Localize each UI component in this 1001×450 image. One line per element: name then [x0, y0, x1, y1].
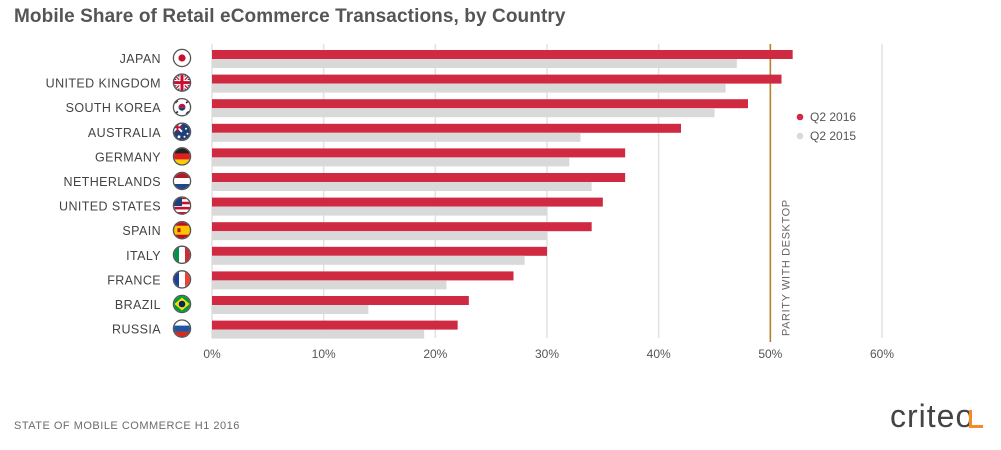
- bar-q2-2015: [212, 329, 425, 339]
- germany-flag-icon: [172, 147, 192, 166]
- bar-q2-2016: [212, 246, 547, 256]
- bar-q2-2015: [212, 255, 525, 265]
- bar-q2-2015: [212, 157, 570, 167]
- france-flag-icon: [172, 270, 192, 289]
- bar-q2-2015: [212, 206, 547, 216]
- bar-q2-2016: [212, 222, 592, 232]
- australia-flag-icon: [172, 122, 192, 142]
- category-label: UNITED KINGDOM: [46, 77, 161, 91]
- chart-title: Mobile Share of Retail eCommerce Transac…: [14, 6, 566, 27]
- bar-q2-2015: [212, 280, 447, 290]
- bar-q2-2015: [212, 132, 581, 142]
- bar-q2-2015: [212, 231, 547, 241]
- x-tick-label: 0%: [203, 347, 221, 361]
- brazil-flag-icon: [172, 294, 192, 314]
- category-label: UNITED STATES: [59, 200, 161, 214]
- bar-q2-2016: [212, 320, 458, 330]
- bar-q2-2015: [212, 108, 715, 118]
- bar-q2-2015: [212, 305, 369, 314]
- criteo-logo-mark-icon: [969, 410, 985, 428]
- category-label: SPAIN: [122, 224, 161, 238]
- x-tick-label: 50%: [758, 347, 782, 361]
- bar-q2-2015: [212, 83, 726, 93]
- category-label: ITALY: [126, 249, 161, 263]
- bar-q2-2015: [212, 182, 592, 191]
- x-tick-label: 10%: [312, 347, 336, 361]
- category-label: SOUTH KOREA: [66, 101, 162, 115]
- category-label: GERMANY: [95, 150, 161, 164]
- italy-flag-icon: [172, 245, 192, 265]
- bar-q2-2016: [212, 99, 748, 109]
- bar-q2-2016: [212, 173, 626, 182]
- legend-label: Q2 2015: [810, 129, 856, 143]
- category-label: BRAZIL: [115, 298, 161, 312]
- russia-flag-icon: [172, 319, 192, 338]
- bar-q2-2016: [212, 296, 469, 305]
- bar-q2-2016: [212, 123, 681, 133]
- x-tick-label: 60%: [870, 347, 894, 361]
- category-label: NETHERLANDS: [64, 175, 161, 189]
- uk-flag-icon: [172, 73, 192, 92]
- south-korea-flag-icon: [172, 97, 192, 117]
- legend-label: Q2 2016: [810, 110, 856, 124]
- parity-label: PARITY WITH DESKTOP: [780, 199, 792, 336]
- bar-q2-2015: [212, 59, 737, 68]
- category-label: JAPAN: [120, 52, 161, 66]
- x-tick-label: 40%: [647, 347, 671, 361]
- source-caption: STATE OF MOBILE COMMERCE H1 2016: [14, 420, 240, 432]
- bar-q2-2016: [212, 148, 626, 158]
- category-label: RUSSIA: [112, 323, 161, 337]
- category-label: FRANCE: [107, 273, 161, 287]
- bar-q2-2016: [212, 50, 793, 59]
- legend-marker: [796, 132, 804, 140]
- spain-flag-icon: [172, 220, 192, 240]
- criteo-logo: criteo: [890, 398, 975, 434]
- usa-flag-icon: [172, 196, 192, 215]
- bar-q2-2016: [212, 271, 514, 281]
- bar-q2-2016: [212, 74, 782, 84]
- netherlands-flag-icon: [172, 171, 192, 191]
- japan-flag-icon: [172, 48, 192, 68]
- x-tick-label: 30%: [535, 347, 559, 361]
- x-tick-label: 20%: [423, 347, 447, 361]
- bar-q2-2016: [212, 197, 603, 207]
- category-label: AUSTRALIA: [88, 126, 161, 140]
- legend-marker: [796, 113, 804, 121]
